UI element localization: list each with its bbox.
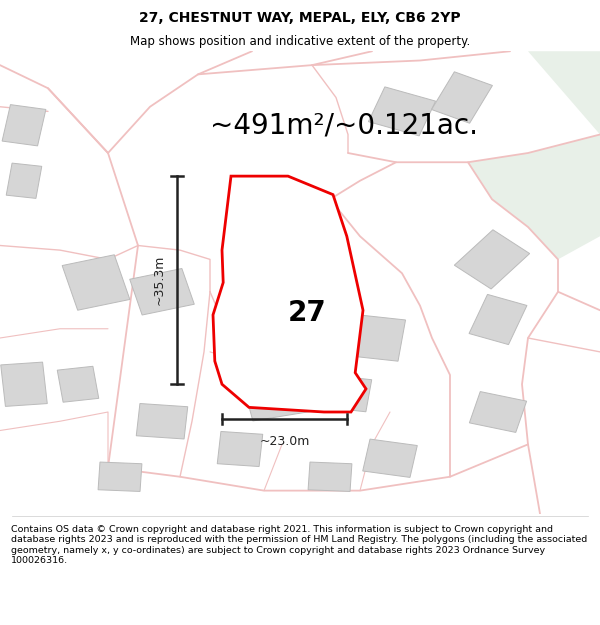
Polygon shape <box>368 87 436 136</box>
Text: Contains OS data © Crown copyright and database right 2021. This information is : Contains OS data © Crown copyright and d… <box>11 525 587 565</box>
Polygon shape <box>1 362 47 406</box>
Polygon shape <box>2 104 46 146</box>
Polygon shape <box>324 375 372 412</box>
Polygon shape <box>350 315 406 361</box>
Text: ~491m²/~0.121ac.: ~491m²/~0.121ac. <box>210 111 478 139</box>
Polygon shape <box>136 404 188 439</box>
Text: 27, CHESTNUT WAY, MEPAL, ELY, CB6 2YP: 27, CHESTNUT WAY, MEPAL, ELY, CB6 2YP <box>139 11 461 25</box>
Text: ~35.3m: ~35.3m <box>152 255 166 306</box>
Polygon shape <box>241 366 311 421</box>
Polygon shape <box>257 259 343 324</box>
Polygon shape <box>98 462 142 491</box>
Polygon shape <box>363 439 417 478</box>
Polygon shape <box>468 51 600 259</box>
Text: ~23.0m: ~23.0m <box>259 434 310 447</box>
Polygon shape <box>57 366 99 403</box>
Polygon shape <box>454 230 530 289</box>
Polygon shape <box>308 462 352 491</box>
Polygon shape <box>431 72 493 123</box>
Polygon shape <box>217 431 263 466</box>
Polygon shape <box>213 176 366 412</box>
Polygon shape <box>62 255 130 310</box>
Polygon shape <box>469 392 527 432</box>
Text: 27: 27 <box>288 299 326 327</box>
Polygon shape <box>6 163 42 198</box>
Polygon shape <box>469 294 527 344</box>
Polygon shape <box>130 269 194 315</box>
Text: Map shows position and indicative extent of the property.: Map shows position and indicative extent… <box>130 35 470 48</box>
